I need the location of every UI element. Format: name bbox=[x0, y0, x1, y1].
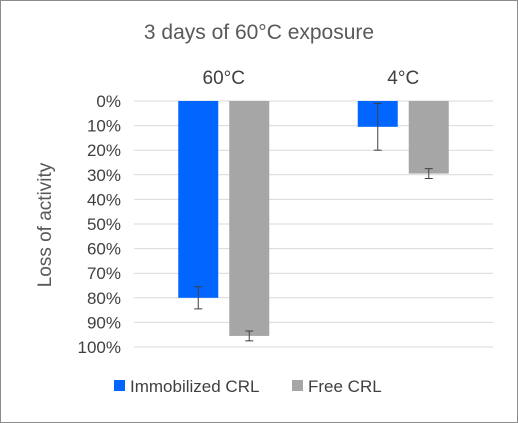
y-tick-label: 60% bbox=[87, 240, 121, 259]
y-tick-label: 20% bbox=[87, 141, 121, 160]
legend-swatch bbox=[114, 380, 125, 391]
bar bbox=[178, 101, 219, 298]
legend-label: Immobilized CRL bbox=[130, 377, 259, 396]
y-tick-label: 50% bbox=[87, 215, 121, 234]
y-tick-label: 90% bbox=[87, 313, 121, 332]
y-tick-label: 40% bbox=[87, 190, 121, 209]
bar bbox=[408, 101, 449, 174]
bar bbox=[229, 101, 270, 336]
category-labels: 60°C 4°C bbox=[203, 68, 420, 89]
legend-label: Free CRL bbox=[308, 377, 382, 396]
y-axis-label: Loss of activity bbox=[35, 162, 56, 287]
y-tick-label: 10% bbox=[87, 117, 121, 136]
y-tick-label: 0% bbox=[96, 92, 121, 111]
chart-title: 3 days of 60°C exposure bbox=[144, 21, 374, 44]
error-bars bbox=[194, 102, 433, 342]
y-tick-label: 30% bbox=[87, 166, 121, 185]
y-tick-label: 80% bbox=[87, 289, 121, 308]
bars bbox=[178, 101, 449, 336]
y-tick-label: 70% bbox=[87, 264, 121, 283]
category-label: 4°C bbox=[387, 68, 419, 89]
legend-swatch bbox=[292, 380, 303, 391]
y-tick-labels: 0% 10% 20% 30% 40% 50% 60% 70% 80% 90% 100% bbox=[78, 92, 121, 357]
legend: Immobilized CRL Free CRL bbox=[114, 377, 382, 396]
y-tick-label: 100% bbox=[78, 338, 121, 357]
category-label: 60°C bbox=[203, 68, 245, 89]
